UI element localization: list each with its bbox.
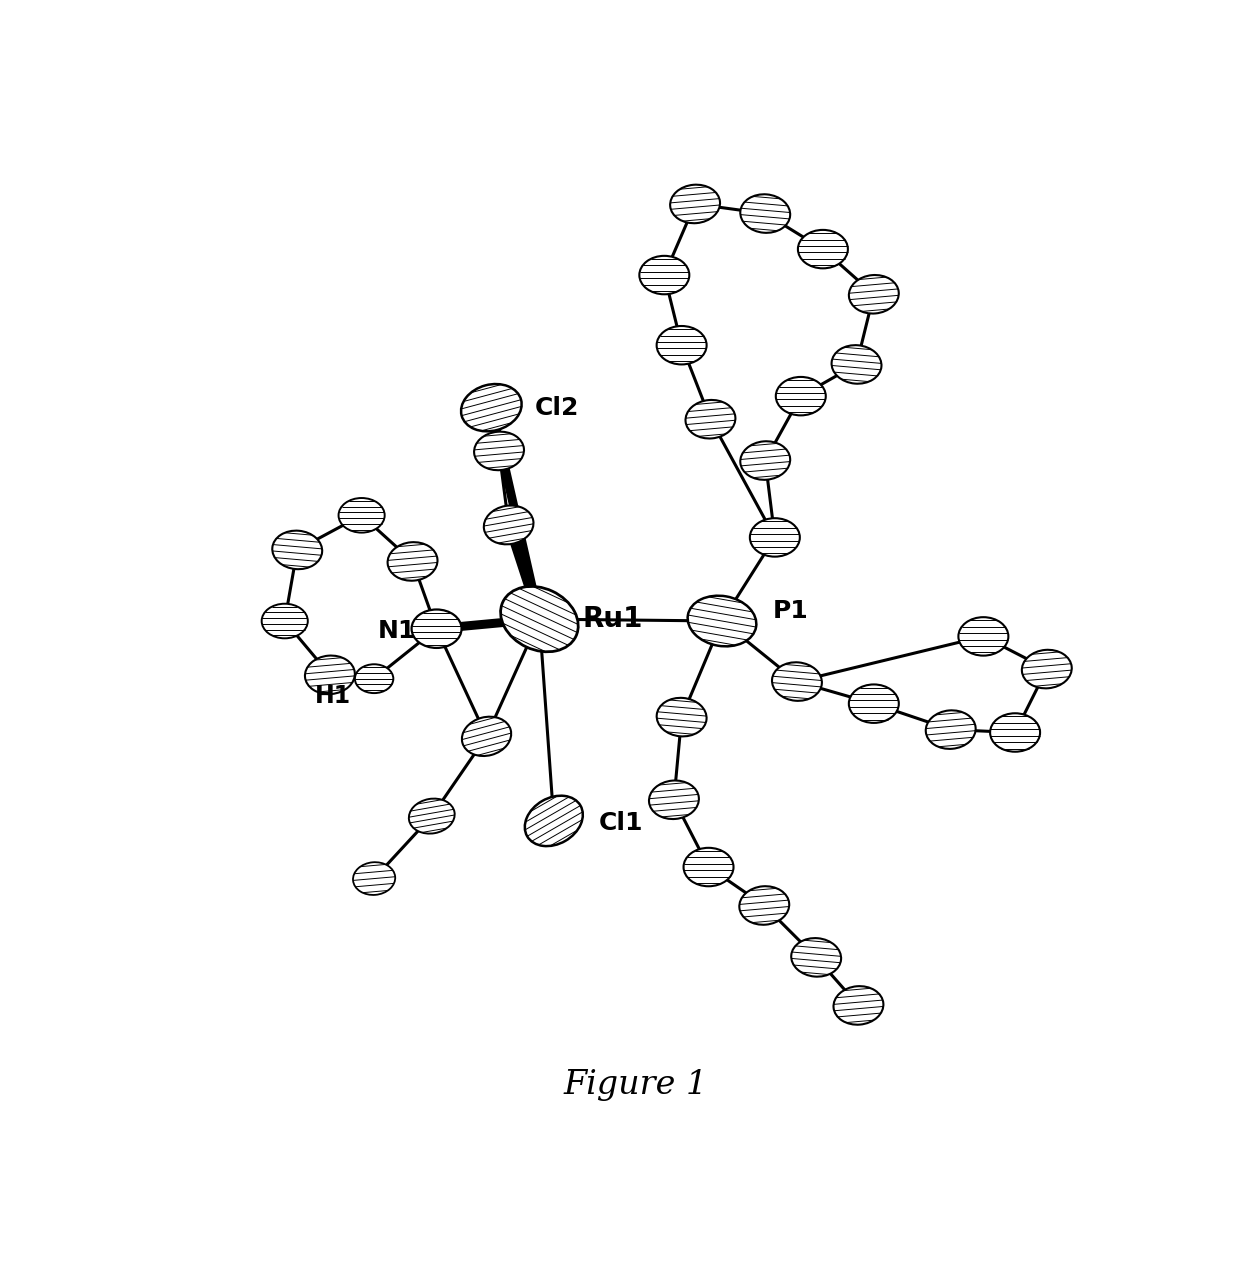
Ellipse shape bbox=[262, 604, 308, 638]
Ellipse shape bbox=[776, 377, 826, 416]
Text: Cl1: Cl1 bbox=[599, 810, 644, 834]
Ellipse shape bbox=[686, 399, 735, 439]
Ellipse shape bbox=[791, 938, 841, 977]
Ellipse shape bbox=[926, 710, 976, 748]
Ellipse shape bbox=[739, 886, 789, 925]
Ellipse shape bbox=[412, 609, 461, 648]
Ellipse shape bbox=[388, 542, 438, 580]
Ellipse shape bbox=[649, 780, 699, 819]
Ellipse shape bbox=[832, 345, 882, 384]
Ellipse shape bbox=[501, 586, 578, 652]
Ellipse shape bbox=[797, 230, 848, 268]
Ellipse shape bbox=[463, 717, 511, 756]
Ellipse shape bbox=[461, 384, 522, 431]
Ellipse shape bbox=[640, 255, 689, 295]
Text: P1: P1 bbox=[773, 599, 808, 623]
Ellipse shape bbox=[474, 431, 525, 470]
Ellipse shape bbox=[305, 656, 355, 694]
Ellipse shape bbox=[657, 326, 707, 364]
Ellipse shape bbox=[773, 662, 822, 700]
Ellipse shape bbox=[849, 684, 899, 723]
Ellipse shape bbox=[833, 986, 883, 1025]
Ellipse shape bbox=[353, 862, 396, 895]
Ellipse shape bbox=[990, 713, 1040, 752]
Ellipse shape bbox=[670, 185, 720, 224]
Ellipse shape bbox=[740, 195, 790, 233]
Ellipse shape bbox=[657, 698, 707, 737]
Ellipse shape bbox=[849, 276, 899, 313]
Text: Ru1: Ru1 bbox=[583, 605, 644, 633]
Ellipse shape bbox=[1022, 650, 1071, 689]
Ellipse shape bbox=[959, 617, 1008, 656]
Ellipse shape bbox=[409, 799, 455, 833]
Text: Figure 1: Figure 1 bbox=[563, 1069, 708, 1101]
Ellipse shape bbox=[339, 498, 384, 532]
Text: N1: N1 bbox=[378, 618, 417, 642]
Ellipse shape bbox=[273, 531, 322, 569]
Ellipse shape bbox=[688, 595, 756, 646]
Ellipse shape bbox=[355, 665, 393, 693]
Text: H1: H1 bbox=[315, 684, 351, 708]
Text: Cl2: Cl2 bbox=[534, 396, 579, 420]
Ellipse shape bbox=[683, 848, 734, 886]
Ellipse shape bbox=[484, 506, 533, 545]
Ellipse shape bbox=[525, 796, 583, 846]
Ellipse shape bbox=[740, 441, 790, 480]
Ellipse shape bbox=[750, 518, 800, 556]
